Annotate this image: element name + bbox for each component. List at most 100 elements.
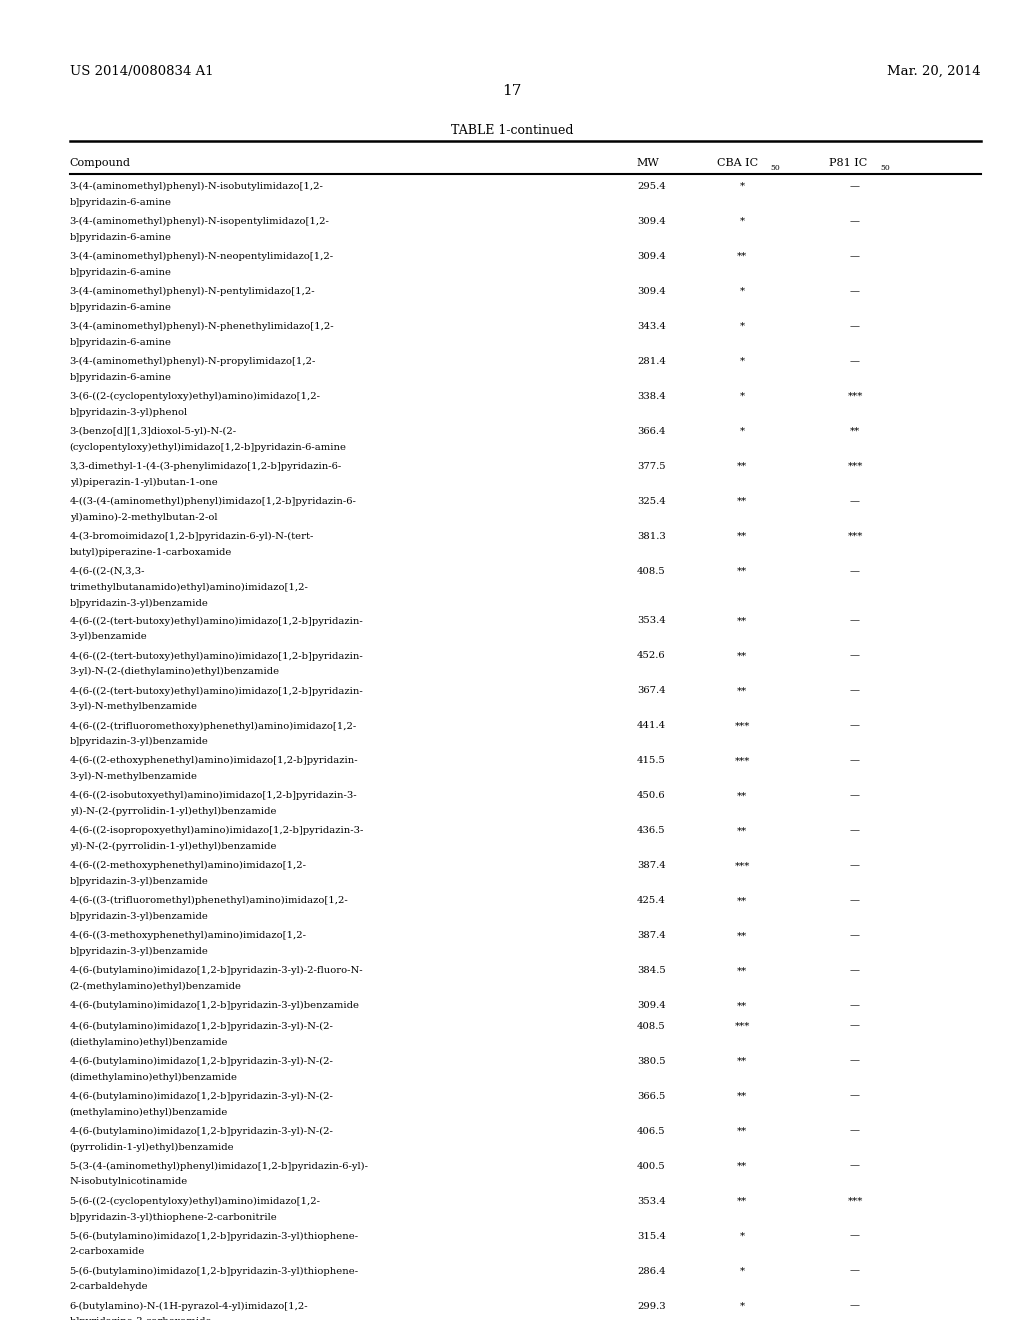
Text: CBA IC: CBA IC [717, 158, 758, 169]
Text: —: — [850, 826, 860, 836]
Text: —: — [850, 1022, 860, 1031]
Text: *: * [739, 1302, 745, 1311]
Text: —: — [850, 1266, 860, 1275]
Text: **: ** [737, 532, 748, 541]
Text: 425.4: 425.4 [637, 896, 666, 906]
Text: **: ** [737, 1092, 748, 1101]
Text: *: * [739, 426, 745, 436]
Text: —: — [850, 861, 860, 870]
Text: 17: 17 [503, 84, 521, 99]
Text: —: — [850, 1232, 860, 1241]
Text: TABLE 1-continued: TABLE 1-continued [451, 124, 573, 137]
Text: 3-(6-((2-(cyclopentyloxy)ethyl)amino)imidazo[1,2-: 3-(6-((2-(cyclopentyloxy)ethyl)amino)imi… [70, 392, 321, 401]
Text: N-isobutylnicotinamide: N-isobutylnicotinamide [70, 1177, 187, 1187]
Text: b]pyridazin-6-amine: b]pyridazin-6-amine [70, 198, 172, 207]
Text: —: — [850, 286, 860, 296]
Text: 309.4: 309.4 [637, 286, 666, 296]
Text: yl)-N-(2-(pyrrolidin-1-yl)ethyl)benzamide: yl)-N-(2-(pyrrolidin-1-yl)ethyl)benzamid… [70, 842, 276, 851]
Text: 3-(4-(aminomethyl)phenyl)-N-isopentylimidazo[1,2-: 3-(4-(aminomethyl)phenyl)-N-isopentylimi… [70, 216, 330, 226]
Text: 2-carboxamide: 2-carboxamide [70, 1247, 145, 1257]
Text: 436.5: 436.5 [637, 826, 666, 836]
Text: ***: *** [847, 532, 863, 541]
Text: 353.4: 353.4 [637, 1196, 666, 1205]
Text: 4-(6-((2-(tert-butoxy)ethyl)amino)imidazo[1,2-b]pyridazin-: 4-(6-((2-(tert-butoxy)ethyl)amino)imidaz… [70, 686, 364, 696]
Text: **: ** [737, 1196, 748, 1205]
Text: —: — [850, 616, 860, 626]
Text: ***: *** [734, 721, 751, 730]
Text: P81 IC: P81 IC [829, 158, 867, 169]
Text: 4-(6-((2-(tert-butoxy)ethyl)amino)imidazo[1,2-b]pyridazin-: 4-(6-((2-(tert-butoxy)ethyl)amino)imidaz… [70, 616, 364, 626]
Text: 3-yl)benzamide: 3-yl)benzamide [70, 632, 147, 642]
Text: *: * [739, 216, 745, 226]
Text: 4-(6-((2-isopropoxyethyl)amino)imidazo[1,2-b]pyridazin-3-: 4-(6-((2-isopropoxyethyl)amino)imidazo[1… [70, 826, 364, 836]
Text: **: ** [850, 426, 860, 436]
Text: **: ** [737, 252, 748, 261]
Text: 452.6: 452.6 [637, 651, 666, 660]
Text: 295.4: 295.4 [637, 182, 666, 191]
Text: 366.4: 366.4 [637, 426, 666, 436]
Text: *: * [739, 182, 745, 191]
Text: 6-(butylamino)-N-(1H-pyrazol-4-yl)imidazo[1,2-: 6-(butylamino)-N-(1H-pyrazol-4-yl)imidaz… [70, 1302, 308, 1311]
Text: b]pyridazin-6-amine: b]pyridazin-6-amine [70, 232, 172, 242]
Text: 299.3: 299.3 [637, 1302, 666, 1311]
Text: 5-(6-((2-(cyclopentyloxy)ethyl)amino)imidazo[1,2-: 5-(6-((2-(cyclopentyloxy)ethyl)amino)imi… [70, 1196, 321, 1205]
Text: b]pyridazin-6-amine: b]pyridazin-6-amine [70, 268, 172, 277]
Text: 3-(4-(aminomethyl)phenyl)-N-pentylimidazo[1,2-: 3-(4-(aminomethyl)phenyl)-N-pentylimidaz… [70, 286, 315, 296]
Text: —: — [850, 496, 860, 506]
Text: 4-(6-((2-isobutoxyethyl)amino)imidazo[1,2-b]pyridazin-3-: 4-(6-((2-isobutoxyethyl)amino)imidazo[1,… [70, 791, 357, 800]
Text: Compound: Compound [70, 158, 131, 169]
Text: 3-(4-(aminomethyl)phenyl)-N-neopentylimidazo[1,2-: 3-(4-(aminomethyl)phenyl)-N-neopentylimi… [70, 252, 334, 261]
Text: *: * [739, 322, 745, 331]
Text: Mar. 20, 2014: Mar. 20, 2014 [888, 65, 981, 78]
Text: —: — [850, 182, 860, 191]
Text: 309.4: 309.4 [637, 1001, 666, 1010]
Text: (2-(methylamino)ethyl)benzamide: (2-(methylamino)ethyl)benzamide [70, 982, 242, 991]
Text: **: ** [737, 931, 748, 940]
Text: **: ** [737, 826, 748, 836]
Text: 3,3-dimethyl-1-(4-(3-phenylimidazo[1,2-b]pyridazin-6-: 3,3-dimethyl-1-(4-(3-phenylimidazo[1,2-b… [70, 462, 342, 471]
Text: b]pyridazin-3-yl)benzamide: b]pyridazin-3-yl)benzamide [70, 876, 209, 886]
Text: b]pyridazin-6-amine: b]pyridazin-6-amine [70, 338, 172, 347]
Text: 380.5: 380.5 [637, 1056, 666, 1065]
Text: —: — [850, 1302, 860, 1311]
Text: 3-(benzo[d][1,3]dioxol-5-yl)-N-(2-: 3-(benzo[d][1,3]dioxol-5-yl)-N-(2- [70, 426, 237, 436]
Text: 281.4: 281.4 [637, 356, 666, 366]
Text: ***: *** [847, 1196, 863, 1205]
Text: 4-(6-(butylamino)imidazo[1,2-b]pyridazin-3-yl)-N-(2-: 4-(6-(butylamino)imidazo[1,2-b]pyridazin… [70, 1022, 334, 1031]
Text: 366.5: 366.5 [637, 1092, 666, 1101]
Text: 384.5: 384.5 [637, 966, 666, 975]
Text: 4-(6-(butylamino)imidazo[1,2-b]pyridazin-3-yl)-N-(2-: 4-(6-(butylamino)imidazo[1,2-b]pyridazin… [70, 1056, 334, 1065]
Text: 4-(6-(butylamino)imidazo[1,2-b]pyridazin-3-yl)-2-fluoro-N-: 4-(6-(butylamino)imidazo[1,2-b]pyridazin… [70, 966, 364, 975]
Text: yl)piperazin-1-yl)butan-1-one: yl)piperazin-1-yl)butan-1-one [70, 478, 217, 487]
Text: **: ** [737, 462, 748, 471]
Text: 4-(6-(butylamino)imidazo[1,2-b]pyridazin-3-yl)-N-(2-: 4-(6-(butylamino)imidazo[1,2-b]pyridazin… [70, 1126, 334, 1135]
Text: ***: *** [734, 1022, 751, 1031]
Text: b]pyridazin-3-yl)thiophene-2-carbonitrile: b]pyridazin-3-yl)thiophene-2-carbonitril… [70, 1212, 278, 1221]
Text: 408.5: 408.5 [637, 1022, 666, 1031]
Text: 4-(6-((3-methoxyphenethyl)amino)imidazo[1,2-: 4-(6-((3-methoxyphenethyl)amino)imidazo[… [70, 931, 306, 940]
Text: —: — [850, 721, 860, 730]
Text: **: ** [737, 566, 748, 576]
Text: b]pyridazin-6-amine: b]pyridazin-6-amine [70, 372, 172, 381]
Text: 381.3: 381.3 [637, 532, 666, 541]
Text: MW: MW [637, 158, 659, 169]
Text: (diethylamino)ethyl)benzamide: (diethylamino)ethyl)benzamide [70, 1038, 228, 1047]
Text: **: ** [737, 651, 748, 660]
Text: —: — [850, 1001, 860, 1010]
Text: 4-(6-((2-(trifluoromethoxy)phenethyl)amino)imidazo[1,2-: 4-(6-((2-(trifluoromethoxy)phenethyl)ami… [70, 721, 357, 730]
Text: 387.4: 387.4 [637, 861, 666, 870]
Text: *: * [739, 1266, 745, 1275]
Text: yl)-N-(2-(pyrrolidin-1-yl)ethyl)benzamide: yl)-N-(2-(pyrrolidin-1-yl)ethyl)benzamid… [70, 807, 276, 816]
Text: 343.4: 343.4 [637, 322, 666, 331]
Text: 50: 50 [881, 164, 891, 172]
Text: *: * [739, 356, 745, 366]
Text: 5-(6-(butylamino)imidazo[1,2-b]pyridazin-3-yl)thiophene-: 5-(6-(butylamino)imidazo[1,2-b]pyridazin… [70, 1266, 358, 1275]
Text: —: — [850, 651, 860, 660]
Text: **: ** [737, 896, 748, 906]
Text: —: — [850, 686, 860, 696]
Text: *: * [739, 1232, 745, 1241]
Text: 387.4: 387.4 [637, 931, 666, 940]
Text: 4-(3-bromoimidazo[1,2-b]pyridazin-6-yl)-N-(tert-: 4-(3-bromoimidazo[1,2-b]pyridazin-6-yl)-… [70, 532, 314, 541]
Text: 406.5: 406.5 [637, 1126, 666, 1135]
Text: ***: *** [734, 861, 751, 870]
